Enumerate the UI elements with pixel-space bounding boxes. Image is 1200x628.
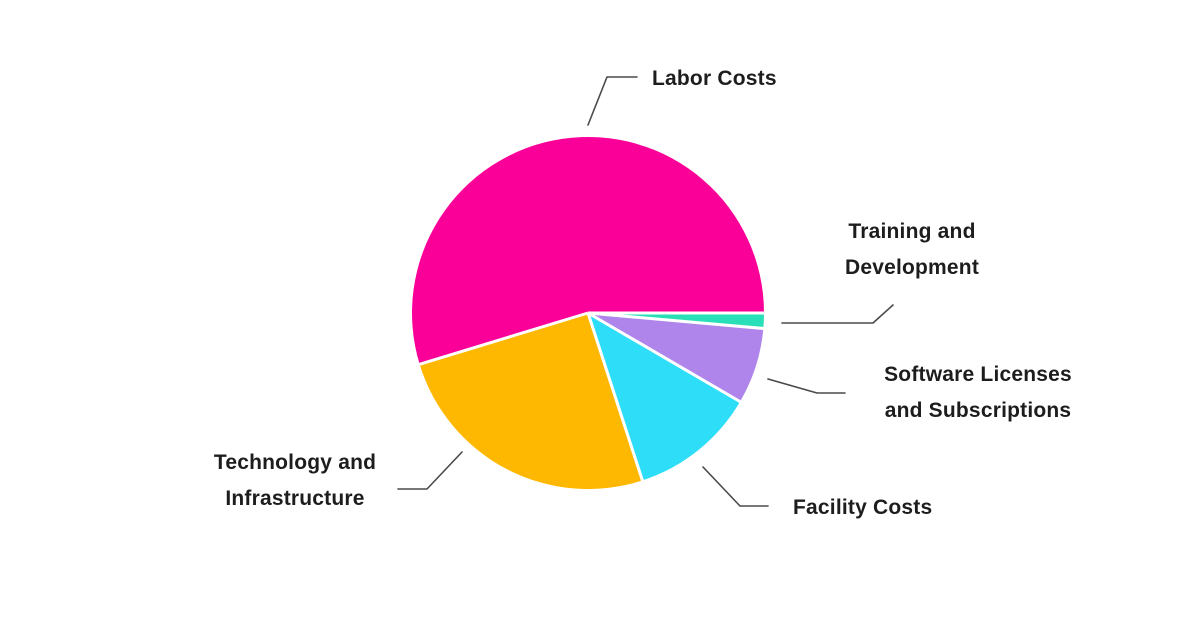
leader-line-facility-costs (702, 466, 769, 507)
leader-line-software-licenses-and-subscriptions (767, 378, 846, 394)
slice-label-technology-and-infrastructure: Technology and Infrastructure (213, 451, 377, 510)
pie-slice-labor-costs (411, 136, 764, 365)
slice-label-labor-costs: Labor Costs (652, 67, 777, 90)
leader-line-labor-costs (587, 76, 638, 126)
slice-gap-line (587, 311, 742, 404)
slice-label-software-licenses-and-subscriptions: Software Licenses and Subscriptions (884, 363, 1072, 422)
leader-line-training-and-development (781, 304, 894, 324)
slice-gap-line (587, 311, 765, 331)
pie-slice-software-licenses-and-subscriptions (588, 313, 764, 402)
pie-slice-facility-costs (588, 313, 741, 481)
slice-gap-line (418, 311, 589, 366)
slice-gap-line (586, 312, 645, 482)
leader-line-technology-and-infrastructure (397, 451, 463, 490)
slice-label-facility-costs: Facility Costs (793, 496, 933, 519)
pie-slice-technology-and-infrastructure (419, 313, 643, 490)
slice-label-training-and-development: Training and Development (844, 220, 980, 279)
